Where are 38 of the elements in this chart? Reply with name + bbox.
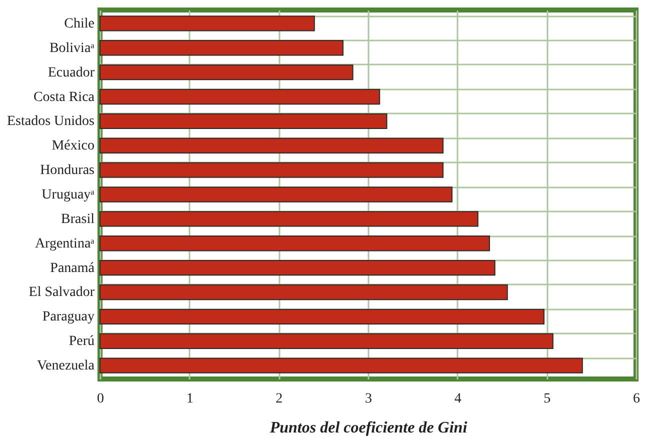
y-tick-label: Paraguay [42, 310, 94, 325]
bar [100, 162, 444, 178]
x-axis-title: Puntos del coeficiente de Gini [268, 420, 468, 436]
bar [100, 88, 380, 105]
x-tick-label: 0 [97, 392, 104, 406]
y-tick-label: Estados Unidos [7, 114, 94, 130]
x-tick-label: 5 [544, 392, 551, 406]
x-tick-label: 6 [633, 392, 640, 406]
y-tick-label: México [52, 138, 94, 154]
y-tick-label: Argentinaᵃ [34, 236, 95, 252]
bar [100, 211, 478, 227]
y-tick-label: Ecuador [48, 65, 95, 80]
y-tick-label: Honduras [40, 163, 94, 178]
bar [100, 186, 452, 202]
y-tick-label: Costa Rica [33, 90, 96, 105]
x-tick-label: 4 [454, 392, 462, 406]
bar [100, 64, 354, 80]
bar [100, 236, 490, 252]
y-tick-label: Panamá [50, 260, 96, 276]
bar [100, 333, 554, 349]
bar [100, 40, 344, 56]
bar [100, 284, 508, 300]
bar [100, 260, 496, 276]
bar [100, 113, 388, 130]
bar [100, 358, 583, 374]
x-tick-label: 2 [276, 392, 283, 406]
y-tick-label: El Salvador [28, 285, 95, 300]
y-tick-label: Venezuela [36, 358, 96, 374]
y-tick-label: Perú [68, 334, 94, 350]
y-tick-label: Chile [64, 16, 94, 32]
y-tick-label: Brasil [61, 212, 95, 227]
y-tick-label: Boliviaᵃ [49, 40, 95, 56]
y-tick-label: Uruguayᵃ [42, 188, 95, 202]
x-tick-label: 1 [186, 392, 194, 406]
x-tick-label: 3 [365, 392, 372, 406]
bar [100, 16, 315, 32]
bar [100, 138, 444, 154]
bar [100, 308, 544, 325]
